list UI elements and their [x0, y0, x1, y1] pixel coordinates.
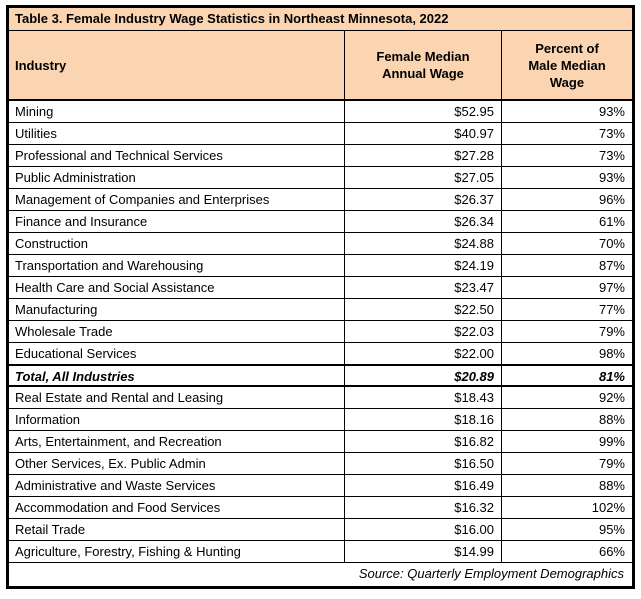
table-row: Real Estate and Rental and Leasing $18.43…	[9, 387, 632, 409]
wage-cell: $22.50	[345, 299, 502, 320]
table-row: Administrative and Waste Services $16.49 8…	[9, 475, 632, 497]
column-header-label: Industry	[15, 57, 67, 73]
wage-cell: $26.37	[345, 189, 502, 210]
industry-cell: Finance and Insurance	[9, 211, 345, 232]
table-row: Agriculture, Forestry, Fishing & Hunting…	[9, 541, 632, 563]
industry-cell: Educational Services	[9, 343, 345, 364]
wage-cell: $40.97	[345, 123, 502, 144]
column-header-female-median-annual-wage: Female Median Annual Wage	[345, 31, 502, 99]
percent-cell: 61%	[598, 214, 625, 229]
table-row: Information $18.16 88%	[9, 409, 632, 431]
table-rows: Mining $52.95 93% Utilities $40.97 73% Profess…	[9, 101, 632, 563]
industry-cell: Manufacturing	[9, 299, 345, 320]
column-header-label-line: Wage	[549, 74, 585, 90]
column-header-percent-of-male-median-wage: Percent of Male Median Wage	[502, 31, 632, 99]
wage-cell: $27.05	[345, 167, 502, 188]
industry-cell: Management of Companies and Enterprises	[9, 189, 345, 210]
wage-cell: $18.43	[345, 387, 502, 408]
wage-cell: $16.50	[345, 453, 502, 474]
wage-cell: $18.16	[345, 409, 502, 430]
table-source-note: Source: Quarterly Employment Demographic…	[9, 563, 632, 586]
percent-cell: 87%	[598, 258, 625, 273]
industry-cell: Agriculture, Forestry, Fishing & Hunting	[9, 541, 345, 562]
industry-cell: Public Administration	[9, 167, 345, 188]
column-header-label-line: Percent of	[535, 40, 599, 56]
table-row: Mining $52.95 93%	[9, 101, 632, 123]
percent-cell: 93%	[598, 170, 625, 185]
table-row: Construction $24.88 70%	[9, 233, 632, 255]
industry-cell: Utilities	[9, 123, 345, 144]
percent-cell: 102%	[591, 500, 625, 515]
wage-cell: $23.47	[345, 277, 502, 298]
table-row: Other Services, Ex. Public Admin $16.50 79…	[9, 453, 632, 475]
wage-cell: $22.03	[345, 321, 502, 342]
industry-cell: Wholesale Trade	[9, 321, 345, 342]
percent-cell: 79%	[598, 324, 625, 339]
industry-cell: Transportation and Warehousing	[9, 255, 345, 276]
industry-cell: Professional and Technical Services	[9, 145, 345, 166]
industry-cell: Real Estate and Rental and Leasing	[9, 387, 345, 408]
table-row: Manufacturing $22.50 77%	[9, 299, 632, 321]
wage-cell: $14.99	[345, 541, 502, 562]
industry-cell: Information	[9, 409, 345, 430]
industry-cell: Mining	[9, 101, 345, 122]
table-row: Transportation and Warehousing $24.19 87%	[9, 255, 632, 277]
wage-statistics-table: Table 3. Female Industry Wage Statistics…	[6, 5, 635, 589]
industry-cell: Arts, Entertainment, and Recreation	[9, 431, 345, 452]
table-title: Table 3. Female Industry Wage Statistics…	[9, 8, 632, 31]
industry-cell: Health Care and Social Assistance	[9, 277, 345, 298]
percent-cell: 99%	[598, 434, 625, 449]
column-header-label-line: Female Median	[376, 49, 470, 64]
table-row: Public Administration $27.05 93%	[9, 167, 632, 189]
table-row: Finance and Insurance $26.34 61%	[9, 211, 632, 233]
column-header-industry: Industry	[9, 31, 345, 99]
percent-cell: 97%	[598, 280, 625, 295]
industry-cell: Other Services, Ex. Public Admin	[9, 453, 345, 474]
table-row: Accommodation and Food Services $16.32 102…	[9, 497, 632, 519]
table-row: Retail Trade $16.00 95%	[9, 519, 632, 541]
wage-cell: $16.00	[345, 519, 502, 540]
percent-cell: 88%	[598, 478, 625, 493]
percent-cell: 77%	[598, 302, 625, 317]
percent-cell: 66%	[598, 544, 625, 559]
percent-cell: 95%	[598, 522, 625, 537]
wage-cell: $24.19	[345, 255, 502, 276]
percent-cell: 96%	[598, 192, 625, 207]
wage-cell: $20.89	[345, 366, 502, 385]
percent-cell: 79%	[598, 456, 625, 471]
industry-cell: Administrative and Waste Services	[9, 475, 345, 496]
industry-cell: Total, All Industries	[9, 366, 345, 385]
wage-cell: $16.82	[345, 431, 502, 452]
percent-cell: 88%	[598, 412, 625, 427]
percent-cell: 73%	[598, 126, 625, 141]
industry-cell: Construction	[9, 233, 345, 254]
column-header-label-line: Male Median	[528, 57, 606, 73]
table-row-total: Total, All Industries $20.89 81%	[9, 365, 632, 387]
wage-cell: $22.00	[345, 343, 502, 364]
column-header-label-line: Annual Wage	[382, 66, 464, 81]
table-row: Health Care and Social Assistance $23.47 9…	[9, 277, 632, 299]
industry-cell: Accommodation and Food Services	[9, 497, 345, 518]
wage-cell: $24.88	[345, 233, 502, 254]
industry-cell: Retail Trade	[9, 519, 345, 540]
percent-cell: 93%	[598, 104, 625, 119]
percent-cell: 70%	[598, 236, 625, 251]
percent-cell: 81%	[598, 369, 625, 384]
table-row: Professional and Technical Services $27.2…	[9, 145, 632, 167]
percent-cell: 98%	[598, 346, 625, 361]
percent-cell: 73%	[598, 148, 625, 163]
table-row: Educational Services $22.00 98%	[9, 343, 632, 365]
wage-cell: $26.34	[345, 211, 502, 232]
table-row: Management of Companies and Enterprises $…	[9, 189, 632, 211]
percent-cell: 92%	[598, 390, 625, 405]
table-row: Utilities $40.97 73%	[9, 123, 632, 145]
table-row: Arts, Entertainment, and Recreation $16.8…	[9, 431, 632, 453]
table-header-row: Industry Female Median Annual Wage Perce…	[9, 31, 632, 101]
wage-cell: $16.32	[345, 497, 502, 518]
table-row: Wholesale Trade $22.03 79%	[9, 321, 632, 343]
wage-cell: $52.95	[345, 101, 502, 122]
wage-cell: $27.28	[345, 145, 502, 166]
wage-cell: $16.49	[345, 475, 502, 496]
